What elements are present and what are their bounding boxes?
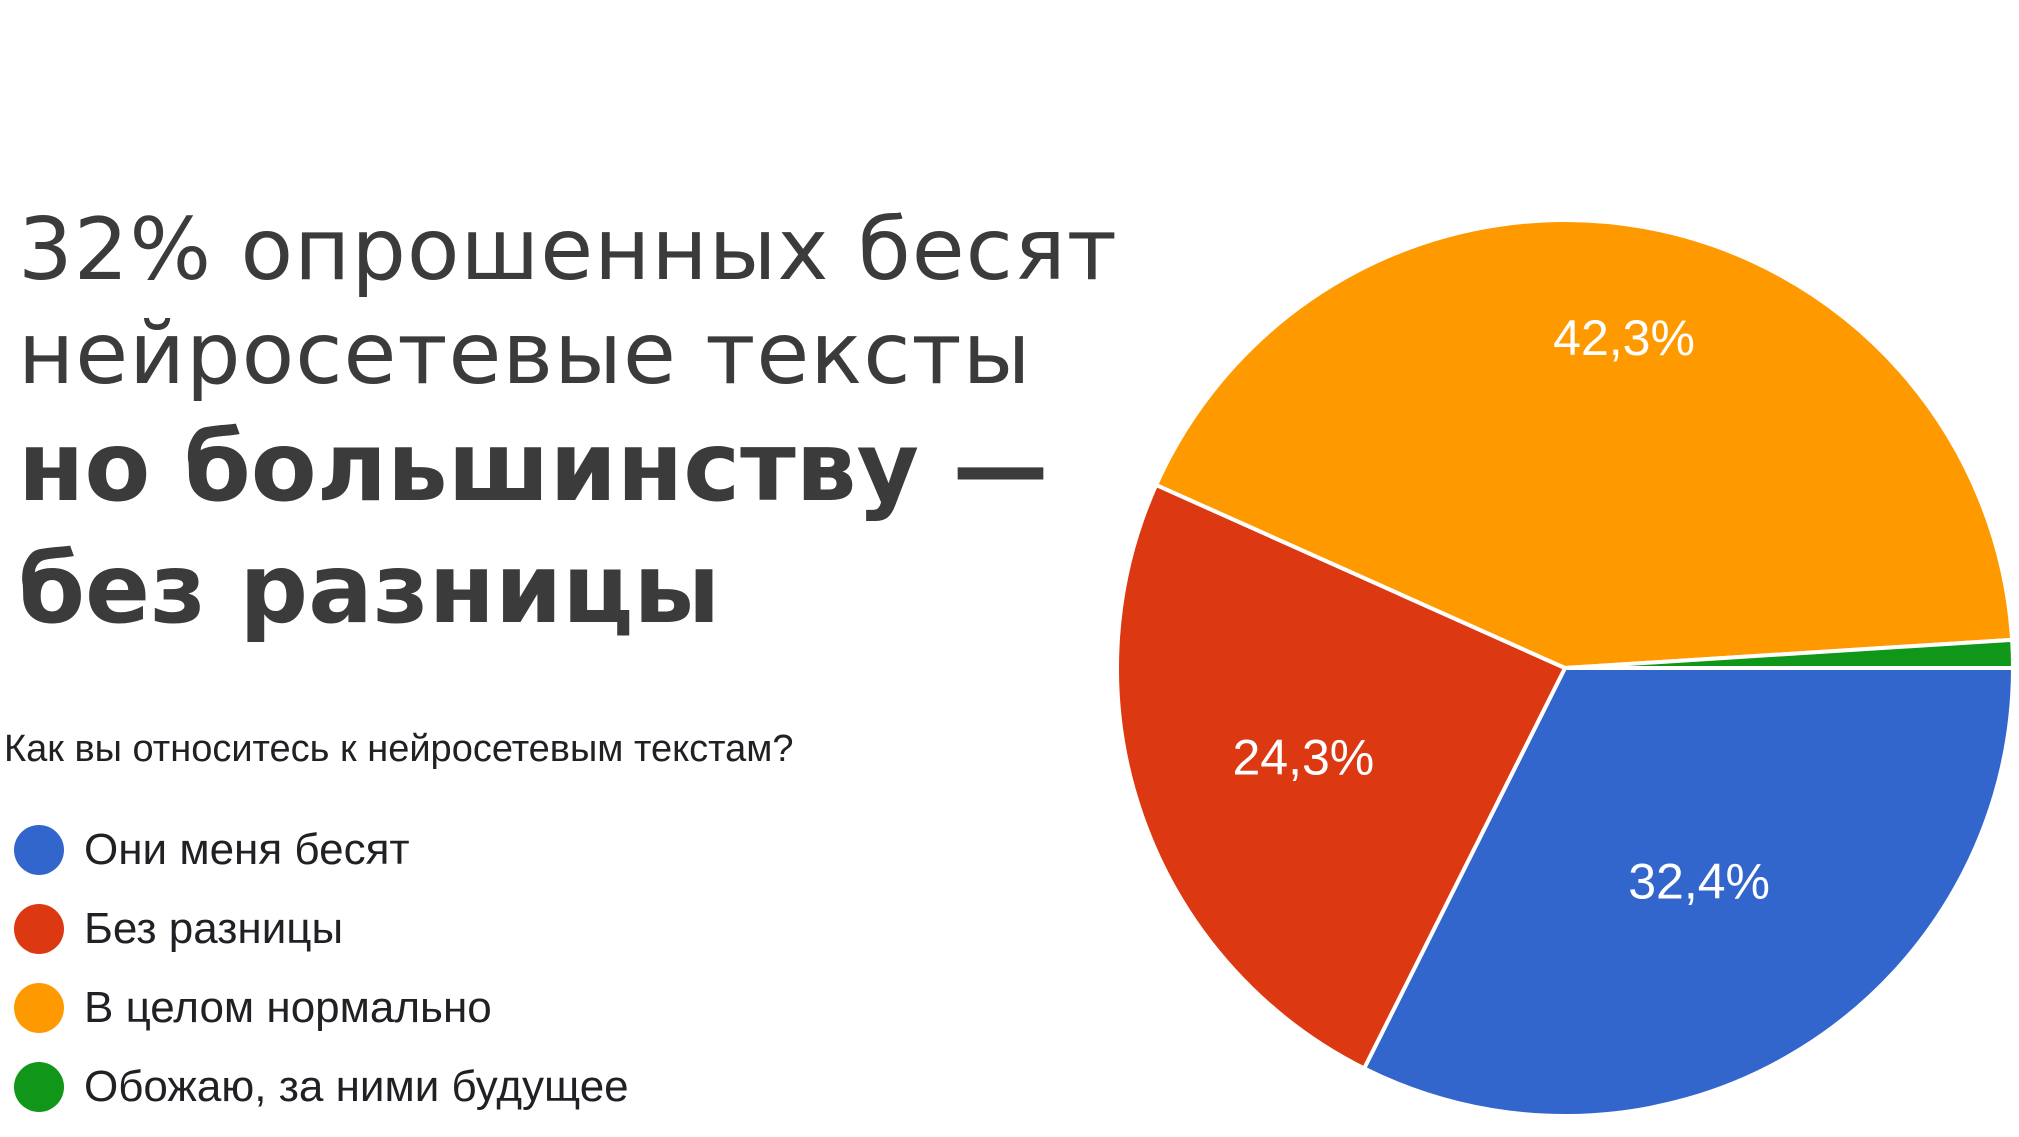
headline-line-4: без разницы — [18, 533, 721, 645]
headline-line-3: но большинству — — [18, 411, 1049, 523]
pie-slice-label: 42,3% — [1553, 310, 1695, 366]
pie-slice — [1153, 218, 2015, 671]
pie-chart: 32,4% 24,3% 42,3% — [1115, 218, 2016, 1118]
legend-dot-icon — [14, 825, 64, 875]
headline-line-1: 32% опрошенных бесят — [18, 200, 1118, 300]
pie-slice-label: 24,3% — [1232, 729, 1374, 785]
pie-slice — [1115, 482, 1568, 1072]
legend-label: Без разницы — [84, 904, 344, 953]
legend-label: Они меня бесят — [84, 825, 410, 874]
pie-slice — [1564, 637, 2016, 670]
pie-slice-label: 32,4% — [1628, 854, 1770, 910]
legend-label: Обожаю, за ними будущее — [84, 1062, 629, 1111]
legend-label: В целом нормально — [84, 983, 492, 1032]
legend-dot-icon — [14, 904, 64, 954]
chart-question: Как вы относитесь к нейросетевым текстам… — [4, 728, 794, 770]
headline-line-2: нейросетевые тексты — [18, 304, 1032, 404]
legend-dot-icon — [14, 1062, 64, 1112]
legend-item: В целом нормально — [14, 982, 629, 1034]
legend-item: Они меня бесят — [14, 824, 629, 876]
pie-slice — [1361, 666, 2016, 1118]
legend-item: Без разницы — [14, 903, 629, 955]
chart-legend: Они меня бесят Без разницы В целом норма… — [14, 824, 629, 1137]
legend-dot-icon — [14, 983, 64, 1033]
legend-item: Обожаю, за ними будущее — [14, 1061, 629, 1113]
headline: 32% опрошенных бесят нейросетевые тексты… — [18, 198, 1118, 650]
